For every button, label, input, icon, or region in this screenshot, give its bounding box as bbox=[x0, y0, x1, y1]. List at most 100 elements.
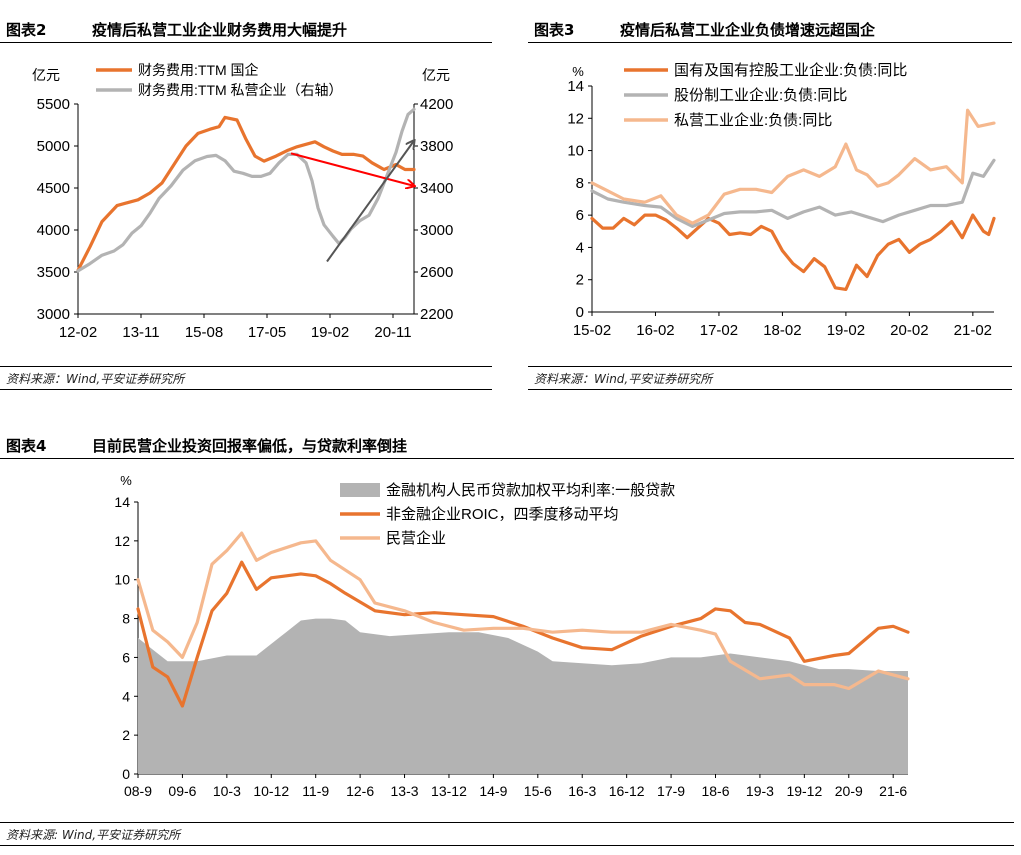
figure-label: 图表4 bbox=[6, 437, 47, 455]
y-tick-label: 6 bbox=[122, 649, 130, 665]
x-tick-label: 20-11 bbox=[374, 324, 411, 341]
x-tick-label: 15-02 bbox=[573, 322, 611, 339]
y2-axis-unit: 亿元 bbox=[422, 67, 450, 83]
x-tick-label: 10-3 bbox=[213, 783, 241, 799]
x-tick-label: 17-9 bbox=[657, 783, 685, 799]
series-line-1 bbox=[136, 560, 910, 708]
x-tick-label: 15-6 bbox=[524, 783, 552, 799]
series-line-2 bbox=[590, 108, 996, 225]
x-tick-label: 19-02 bbox=[311, 324, 349, 341]
y-tick-label: 3000 bbox=[37, 306, 70, 323]
y-tick-label: 8 bbox=[576, 175, 584, 192]
y-axis-unit: 亿元 bbox=[32, 67, 60, 83]
chart-header: 图表3 疫情后私营工业企业负债增速远超国企 bbox=[528, 14, 1012, 43]
liabilities-growth-chart: 14 12 10 8 6 4 2 0% 15-02 16-02 17-02 18-02 19-02 20-… bbox=[567, 61, 996, 339]
y2-tick-label: 3000 bbox=[420, 222, 453, 239]
y-tick-label: 4000 bbox=[37, 222, 70, 239]
y-tick-label: 5000 bbox=[37, 138, 70, 155]
x-tick-label: 16-12 bbox=[609, 783, 645, 799]
y-tick-label: 4500 bbox=[37, 180, 70, 197]
y-tick-label: 0 bbox=[122, 766, 130, 782]
legend-label-2: 私营工业企业:负债:同比 bbox=[674, 111, 832, 129]
y2-tick-label: 2600 bbox=[420, 264, 453, 281]
y-tick-label: 0 bbox=[576, 304, 584, 321]
legend-label-1: 非金融企业ROIC，四季度移动平均 bbox=[386, 505, 619, 523]
legend-label-0: 财务费用:TTM 国企 bbox=[138, 62, 259, 78]
chart-title: 目前民营企业投资回报率偏低，与贷款利率倒挂 bbox=[92, 437, 408, 455]
y2-tick-label: 3800 bbox=[420, 138, 453, 155]
legend-label-2: 民营企业 bbox=[386, 529, 446, 547]
x-tick-label: 20-9 bbox=[835, 783, 863, 799]
y-axis-unit: % bbox=[572, 64, 584, 79]
x-tick-label: 10-12 bbox=[253, 783, 289, 799]
x-tick-label: 21-6 bbox=[879, 783, 907, 799]
y-tick-label: 10 bbox=[567, 143, 584, 160]
x-tick-label: 09-6 bbox=[168, 783, 196, 799]
y2-tick-label: 4200 bbox=[420, 96, 453, 113]
x-tick-label: 21-02 bbox=[954, 322, 992, 339]
x-tick-label: 11-9 bbox=[302, 783, 329, 799]
y-tick-label: 4 bbox=[576, 239, 584, 256]
legend-label-0: 国有及国有控股工业企业:负债:同比 bbox=[674, 61, 907, 79]
chart-header: 图表2 疫情后私营工业企业财务费用大幅提升 bbox=[0, 14, 492, 43]
y-tick-label: 10 bbox=[114, 572, 130, 588]
y2-tick-label: 2200 bbox=[420, 306, 453, 323]
y-axis-unit: % bbox=[120, 473, 132, 488]
chart-source: 资料来源：Wind,平安证券研究所 bbox=[0, 366, 492, 390]
y-tick-label: 3500 bbox=[37, 264, 70, 281]
x-tick-label: 14-9 bbox=[479, 783, 507, 799]
source-text: 资料来源：Wind,平安证券研究所 bbox=[534, 372, 713, 386]
chart-title: 疫情后私营工业企业负债增速远超国企 bbox=[620, 21, 876, 39]
series-line-1 bbox=[590, 158, 996, 228]
series-line-0 bbox=[76, 115, 416, 272]
source-text: 资料来源: Wind,平安证券研究所 bbox=[6, 828, 181, 842]
series-line-1 bbox=[76, 107, 416, 273]
annotation-arrow-0 bbox=[290, 152, 414, 186]
x-tick-label: 13-3 bbox=[391, 783, 419, 799]
source-text: 资料来源：Wind,平安证券研究所 bbox=[6, 372, 185, 386]
figure-label: 图表3 bbox=[534, 21, 575, 39]
chart-panel-roic-vs-loan-rate: 图表4 目前民营企业投资回报率偏低，与贷款利率倒挂 14 12 10 8 6 4 2 0% 08… bbox=[0, 430, 1014, 848]
x-tick-label: 15-08 bbox=[185, 324, 223, 341]
x-tick-label: 19-12 bbox=[786, 783, 822, 799]
y2-tick-label: 3400 bbox=[420, 180, 453, 197]
chart-title: 疫情后私营工业企业财务费用大幅提升 bbox=[92, 21, 348, 39]
x-tick-label: 13-12 bbox=[431, 783, 467, 799]
figure-label: 图表2 bbox=[6, 21, 47, 39]
y-tick-label: 2 bbox=[576, 272, 584, 289]
x-tick-label: 19-3 bbox=[746, 783, 774, 799]
y-tick-label: 8 bbox=[122, 611, 130, 627]
x-tick-label: 17-02 bbox=[700, 322, 738, 339]
legend-label-1: 财务费用:TTM 私营企业（右轴） bbox=[138, 82, 343, 98]
roic-vs-loan-rate-chart: 14 12 10 8 6 4 2 0% 08-9 09-6 10-3 10-12 11-9 12-6 13-… bbox=[114, 473, 910, 799]
annotation-arrow-1 bbox=[326, 141, 414, 263]
x-tick-label: 18-02 bbox=[763, 322, 801, 339]
series-line-0 bbox=[590, 213, 996, 291]
y-tick-label: 5500 bbox=[37, 96, 70, 113]
x-tick-label: 18-6 bbox=[701, 783, 729, 799]
legend-label-1: 股份制工业企业:负债:同比 bbox=[674, 86, 847, 104]
y-tick-label: 12 bbox=[567, 110, 584, 127]
chart-panel-financial-expenses: 图表2 疫情后私营工业企业财务费用大幅提升 5500 5000 4500 4000 35… bbox=[0, 14, 492, 392]
y-tick-label: 2 bbox=[122, 727, 130, 743]
financial-expenses-chart: 5500 5000 4500 4000 3500 3000 4200 3800 3400 3000… bbox=[32, 62, 453, 341]
x-tick-label: 16-02 bbox=[636, 322, 674, 339]
x-tick-label: 19-02 bbox=[827, 322, 865, 339]
legend-swatch-0 bbox=[340, 483, 380, 497]
y-tick-label: 12 bbox=[114, 533, 130, 549]
x-tick-label: 12-02 bbox=[59, 324, 97, 341]
x-tick-label: 08-9 bbox=[124, 783, 152, 799]
y-tick-label: 4 bbox=[122, 688, 130, 704]
series-area-0 bbox=[138, 618, 908, 774]
x-tick-label: 13-11 bbox=[122, 324, 159, 341]
y-tick-label: 14 bbox=[114, 494, 130, 510]
y-tick-label: 14 bbox=[567, 78, 584, 95]
x-tick-label: 12-6 bbox=[346, 783, 374, 799]
x-tick-label: 17-05 bbox=[248, 324, 286, 341]
x-tick-label: 20-02 bbox=[890, 322, 928, 339]
y-tick-label: 6 bbox=[576, 207, 584, 224]
x-tick-label: 16-3 bbox=[568, 783, 596, 799]
chart-source: 资料来源: Wind,平安证券研究所 bbox=[0, 822, 1014, 846]
chart-header: 图表4 目前民营企业投资回报率偏低，与贷款利率倒挂 bbox=[0, 430, 1014, 459]
series-line-2 bbox=[136, 531, 910, 691]
